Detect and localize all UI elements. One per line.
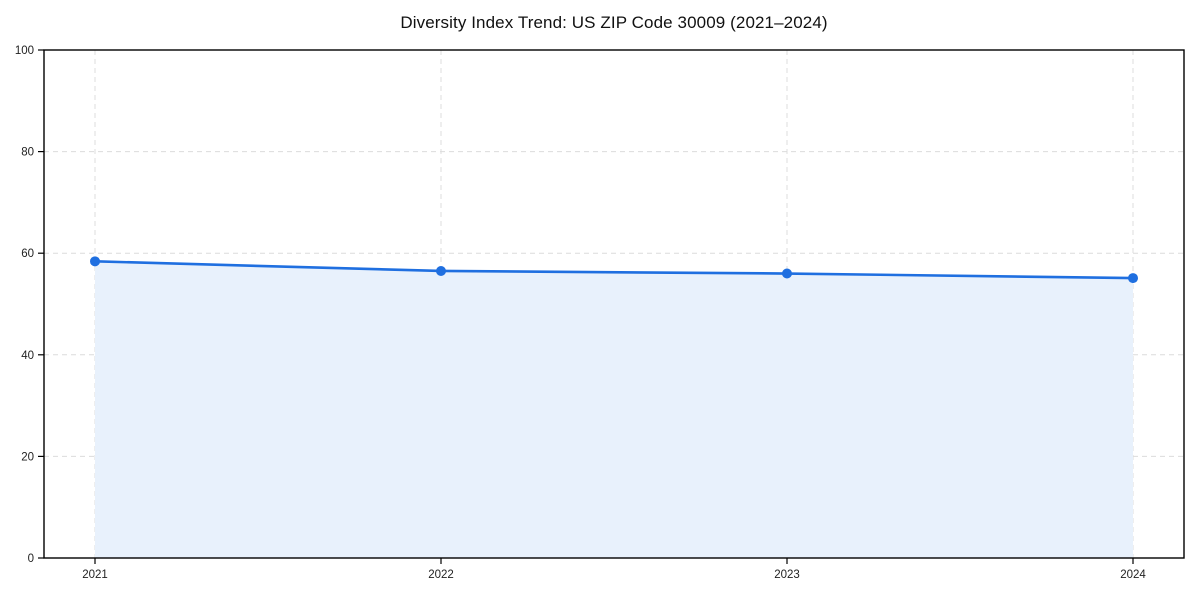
data-point-marker bbox=[1128, 273, 1138, 284]
trend-line bbox=[93, 260, 1135, 280]
data-point-marker bbox=[90, 256, 100, 267]
x-tick-label: 2024 bbox=[1120, 569, 1146, 581]
area-fill bbox=[95, 261, 1133, 558]
data-point-marker bbox=[436, 265, 446, 276]
y-tick-label: 80 bbox=[21, 147, 34, 159]
chart-title: Diversity Index Trend: US ZIP Code 30009… bbox=[400, 13, 828, 32]
x-tick-label: 2023 bbox=[774, 569, 800, 581]
x-tick-label: 2021 bbox=[82, 569, 108, 581]
y-tick-label: 100 bbox=[15, 45, 34, 57]
x-tick-label: 2022 bbox=[428, 569, 454, 581]
y-tick-label: 0 bbox=[28, 553, 34, 565]
plot-border bbox=[43, 49, 1185, 559]
data-point-marker bbox=[782, 268, 792, 279]
y-tick-label: 40 bbox=[21, 350, 34, 362]
y-tick-label: 20 bbox=[21, 451, 34, 463]
y-tick-label: 60 bbox=[21, 248, 34, 260]
